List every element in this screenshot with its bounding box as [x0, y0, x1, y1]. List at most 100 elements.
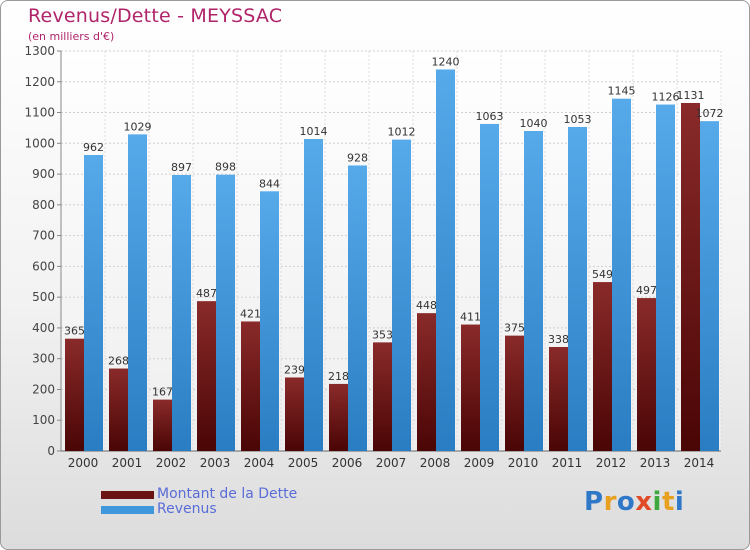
data-label-dette: 338	[548, 333, 569, 346]
data-label-dette: 167	[152, 386, 173, 399]
logo-letter: t	[661, 487, 675, 517]
y-tick-label: 600	[32, 259, 55, 273]
bar-revenus	[216, 174, 235, 451]
data-label-dette: 353	[372, 328, 393, 341]
bar-dette	[681, 103, 700, 451]
data-label-revenus: 1240	[432, 55, 460, 68]
bar-revenus	[480, 123, 499, 451]
y-tick-label: 900	[32, 167, 55, 181]
x-tick-label: 2002	[156, 456, 187, 470]
bar-revenus	[84, 155, 103, 451]
data-label-dette: 421	[240, 307, 261, 320]
bar-dette	[197, 301, 216, 451]
logo-letter: P	[584, 487, 604, 517]
bar-revenus	[700, 121, 719, 452]
logo-letter: i	[652, 487, 662, 517]
data-label-dette: 1131	[677, 89, 705, 102]
y-tick-label: 700	[32, 229, 55, 243]
legend-label-revenus: Revenus	[157, 501, 217, 517]
data-label-revenus: 1040	[520, 117, 548, 130]
chart-subtitle: (en milliers d'€)	[28, 30, 115, 43]
logo-letter: x	[635, 487, 653, 517]
y-tick-label: 1200	[24, 75, 55, 89]
y-tick-label: 100	[32, 413, 55, 427]
data-label-dette: 218	[328, 370, 349, 383]
x-tick-label: 2004	[244, 456, 275, 470]
bar-dette	[593, 282, 612, 451]
x-tick-label: 2010	[508, 456, 539, 470]
data-label-revenus: 897	[171, 161, 192, 174]
bar-dette	[461, 324, 480, 451]
bar-dette	[153, 399, 172, 451]
data-label-revenus: 1126	[652, 91, 680, 104]
data-label-revenus: 1053	[564, 113, 592, 126]
chart-title: Revenus/Dette - MEYSSAC	[28, 5, 283, 27]
x-tick-label: 2001	[112, 456, 143, 470]
bar-revenus	[392, 139, 411, 451]
logo-letter: o	[616, 487, 636, 517]
bar-revenus	[128, 134, 147, 451]
y-tick-label: 0	[47, 444, 55, 458]
data-label-dette: 411	[460, 311, 481, 324]
bar-revenus	[656, 104, 675, 452]
bar-revenus	[612, 98, 631, 451]
data-label-dette: 487	[196, 287, 217, 300]
bar-dette	[329, 383, 348, 451]
bar-dette	[241, 321, 260, 451]
bar-dette	[65, 338, 84, 451]
data-label-dette: 497	[636, 284, 657, 297]
bar-dette	[417, 313, 436, 451]
y-tick-label: 800	[32, 198, 55, 212]
bar-revenus	[260, 191, 279, 452]
bar-revenus	[304, 139, 323, 451]
y-tick-label: 300	[32, 352, 55, 366]
data-label-revenus: 844	[259, 177, 280, 190]
y-tick-label: 1000	[24, 136, 55, 150]
data-label-dette: 268	[108, 355, 129, 368]
legend-swatch-dette	[101, 491, 154, 499]
data-label-revenus: 898	[215, 161, 236, 174]
bar-dette	[109, 368, 128, 451]
x-tick-label: 2014	[684, 456, 715, 470]
x-tick-label: 2007	[376, 456, 407, 470]
bar-revenus	[568, 127, 587, 451]
data-label-revenus: 962	[83, 141, 104, 154]
bar-revenus	[436, 69, 455, 451]
y-tick-label: 500	[32, 290, 55, 304]
bar-revenus	[348, 165, 367, 451]
bar-dette	[373, 342, 392, 451]
x-tick-label: 2013	[640, 456, 671, 470]
x-tick-label: 2005	[288, 456, 319, 470]
bar-revenus	[524, 131, 543, 451]
x-tick-label: 2008	[420, 456, 451, 470]
y-tick-label: 200	[32, 382, 55, 396]
data-label-revenus: 1014	[300, 125, 328, 138]
data-label-revenus: 1029	[124, 120, 152, 133]
logo-letter: r	[603, 487, 617, 517]
data-label-dette: 239	[284, 363, 305, 376]
data-label-revenus: 1063	[476, 110, 504, 123]
x-tick-label: 2009	[464, 456, 495, 470]
legend-label-dette: Montant de la Dette	[157, 486, 298, 502]
proxiti-logo: Proxiti	[584, 487, 684, 517]
bar-revenus	[172, 175, 191, 451]
bar-dette	[505, 335, 524, 451]
y-tick-label: 1300	[24, 44, 55, 58]
data-label-dette: 375	[504, 322, 525, 335]
data-label-dette: 549	[592, 268, 613, 281]
data-label-revenus: 1012	[388, 126, 416, 139]
x-tick-label: 2011	[552, 456, 583, 470]
legend-swatch-revenus	[101, 506, 154, 514]
x-tick-label: 2000	[68, 456, 99, 470]
logo-letter: i	[674, 487, 685, 517]
y-tick-label: 1100	[24, 106, 55, 120]
data-label-dette: 448	[416, 299, 437, 312]
x-tick-label: 2012	[596, 456, 627, 470]
data-label-revenus: 1072	[696, 107, 724, 120]
bar-dette	[285, 377, 304, 451]
bar-dette	[637, 298, 656, 451]
x-tick-label: 2003	[200, 456, 231, 470]
x-tick-label: 2006	[332, 456, 363, 470]
